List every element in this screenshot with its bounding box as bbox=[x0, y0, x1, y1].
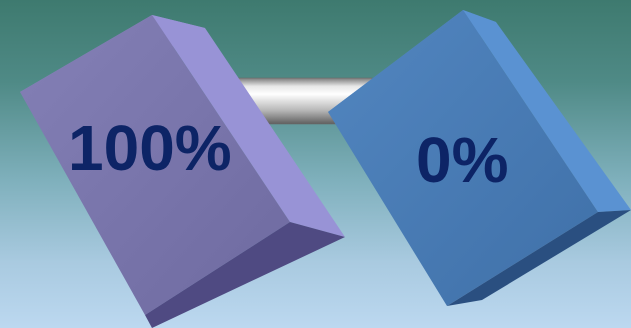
right-block-side-face bbox=[463, 10, 631, 212]
left-block-label: 100% bbox=[68, 112, 232, 184]
left-block-side-face bbox=[152, 15, 345, 237]
left-block-bottom-face bbox=[145, 222, 345, 328]
right-block-bottom-face bbox=[447, 210, 631, 306]
right-block-label: 0% bbox=[416, 124, 509, 196]
right-block-front-face bbox=[328, 10, 598, 306]
left-block bbox=[20, 15, 345, 328]
right-block bbox=[328, 10, 631, 306]
left-block-front-face bbox=[20, 15, 290, 315]
